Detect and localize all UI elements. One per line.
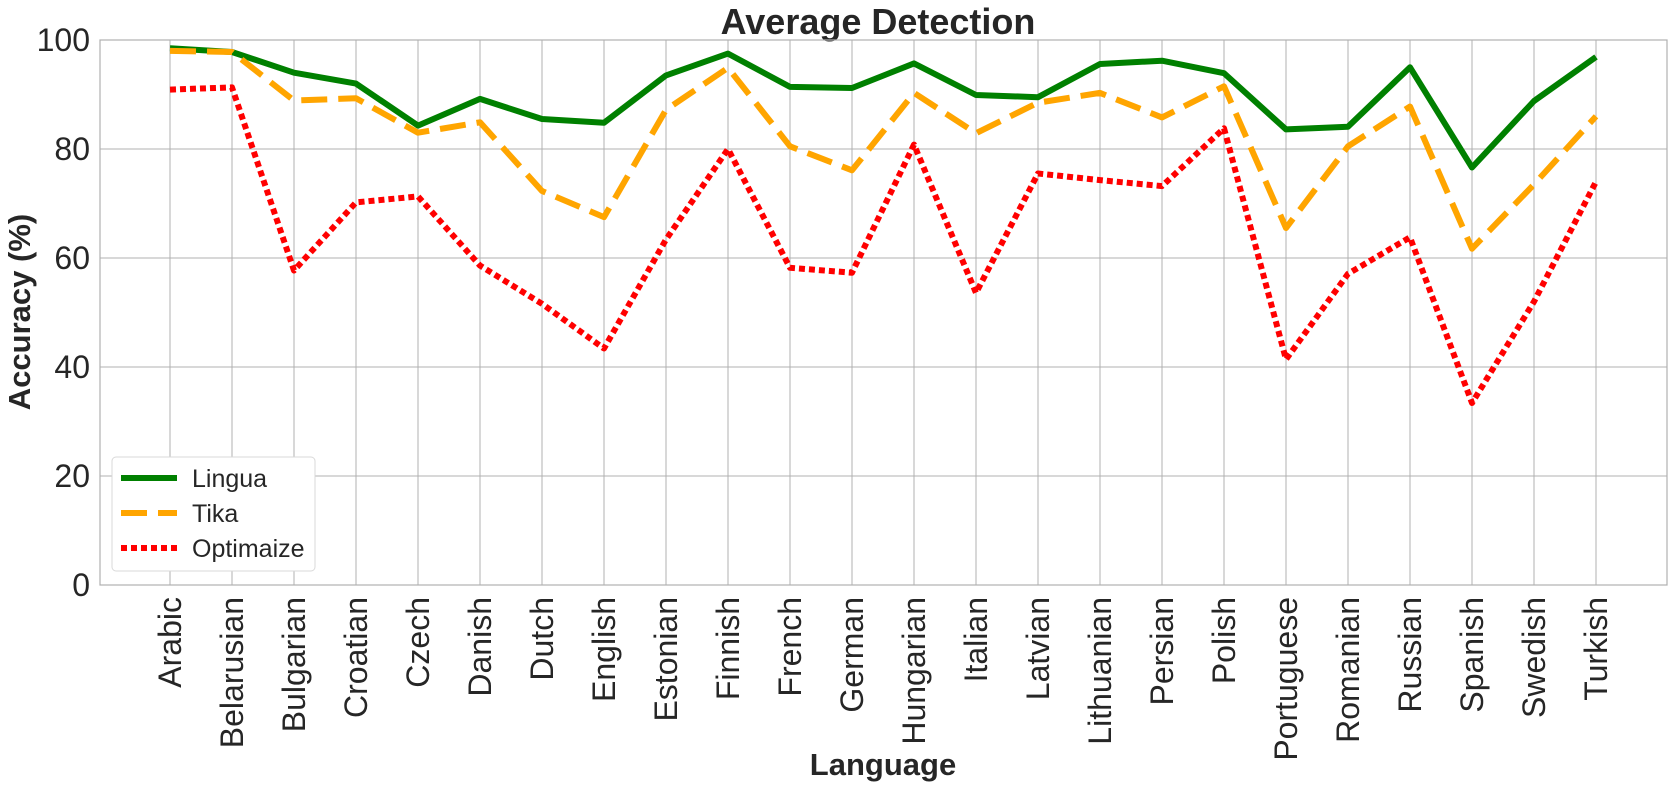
- series-lines: [169, 45, 1599, 406]
- x-tick-label-7: English: [586, 597, 622, 702]
- grid-lines: [100, 39, 1667, 586]
- y-tick-label-4: 80: [54, 131, 90, 167]
- legend-label-tika: Tika: [192, 500, 238, 528]
- x-tick-label-9: Finnish: [710, 597, 746, 700]
- x-tick-label-3: Croatian: [338, 597, 374, 718]
- legend-box: [111, 456, 316, 572]
- legend: Lingua Tika Optimaize: [111, 456, 316, 572]
- x-tick-label-0: Arabic: [152, 597, 188, 688]
- x-tick-label-17: Polish: [1206, 597, 1242, 684]
- y-axis-label: Accuracy (%): [2, 214, 37, 410]
- x-tick-label-12: Hungarian: [896, 597, 932, 745]
- legend-label-lingua: Lingua: [192, 465, 267, 493]
- y-tick-label-2: 40: [54, 349, 90, 385]
- x-tick-label-11: German: [834, 597, 870, 713]
- x-tick-label-19: Romanian: [1330, 597, 1366, 743]
- x-tick-label-6: Dutch: [524, 597, 560, 681]
- x-tick-label-5: Danish: [462, 597, 498, 697]
- x-tick-label-18: Portuguese: [1268, 597, 1304, 761]
- x-tick-label-2: Bulgarian: [276, 597, 312, 732]
- y-tick-label-3: 60: [54, 240, 90, 276]
- x-tick-label-8: Estonian: [648, 597, 684, 722]
- x-tick-label-16: Persian: [1144, 597, 1180, 706]
- x-tick-labels: Arabic Belarusian Bulgarian Croatian Czech Da…: [152, 597, 1614, 761]
- x-tick-label-15: Lithuanian: [1082, 597, 1118, 745]
- x-tick-label-13: Italian: [958, 597, 994, 682]
- x-tick-label-21: Spanish: [1454, 597, 1490, 713]
- plot-frame: [99, 39, 1668, 586]
- y-tick-label-0: 0: [72, 567, 90, 603]
- x-tick-label-20: Russian: [1392, 597, 1428, 713]
- x-tick-label-1: Belarusian: [214, 597, 250, 748]
- x-tick-label-4: Czech: [400, 597, 436, 688]
- x-tick-label-10: French: [772, 597, 808, 697]
- chart-title: Average Detection: [721, 1, 1036, 42]
- x-tick-label-23: Turkish: [1578, 597, 1614, 701]
- series-line-lingua: [169, 45, 1598, 171]
- series-line-optimaize: [169, 84, 1599, 406]
- x-tick-label-14: Latvian: [1020, 597, 1056, 700]
- y-tick-label-5: 100: [37, 22, 90, 58]
- legend-label-optimaize: Optimaize: [192, 535, 305, 563]
- y-tick-labels: 0 20 40 60 80 100: [37, 22, 90, 603]
- x-tick-label-22: Swedish: [1516, 597, 1552, 718]
- series-line-tika: [169, 47, 1599, 252]
- y-tick-label-1: 20: [54, 458, 90, 494]
- x-axis-label: Language: [810, 747, 956, 782]
